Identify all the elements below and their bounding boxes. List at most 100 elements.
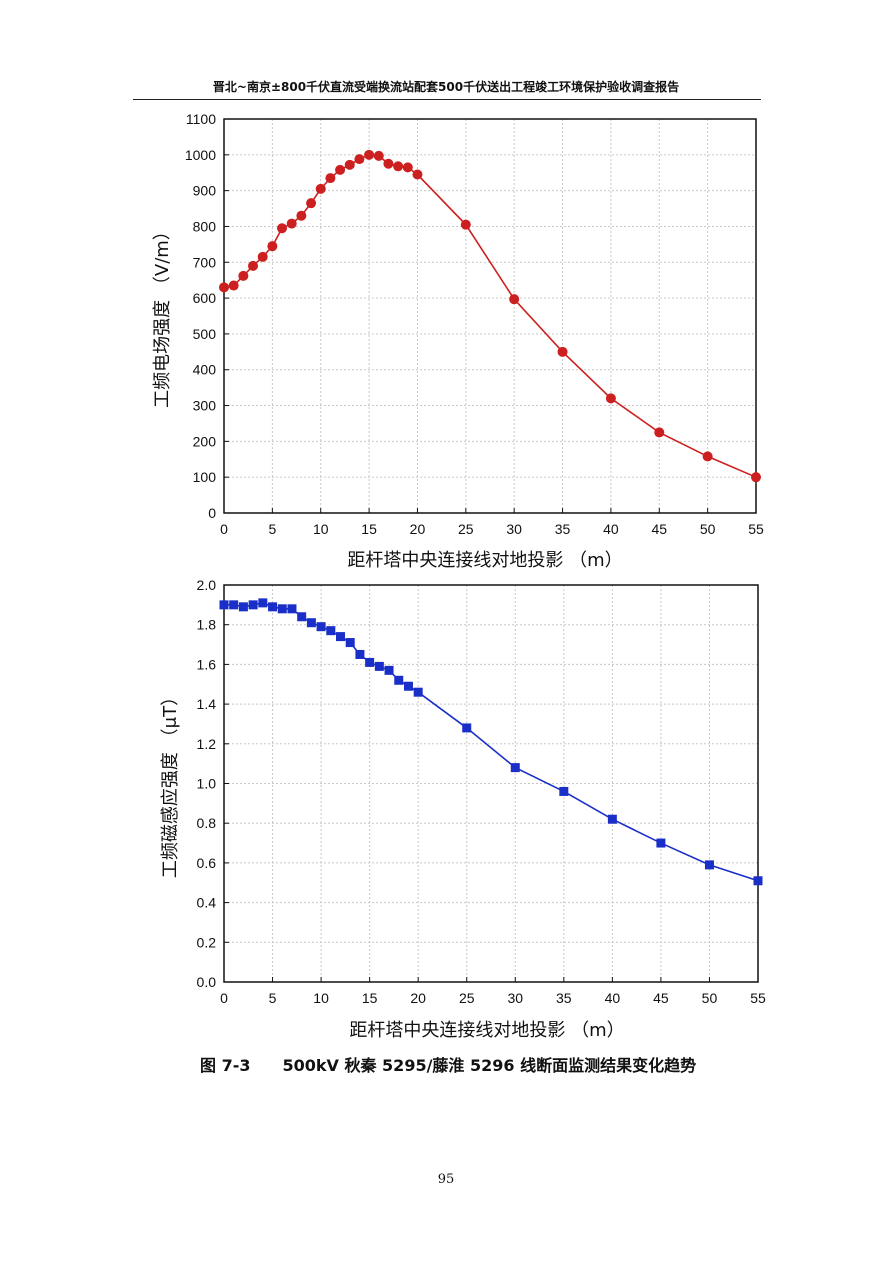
y-tick-label: 0 xyxy=(208,505,216,521)
x-axis-label: 距杆塔中央连接线对地投影 （m） xyxy=(349,1020,624,1041)
y-tick-label: 1.4 xyxy=(197,696,217,712)
x-tick-label: 0 xyxy=(220,521,228,537)
data-point xyxy=(238,602,248,612)
x-tick-label: 0 xyxy=(220,990,228,1006)
x-tick-label: 5 xyxy=(269,990,277,1006)
x-tick-label: 20 xyxy=(410,521,426,537)
data-point xyxy=(402,162,413,173)
plot-frame xyxy=(223,584,759,983)
data-point xyxy=(258,598,268,608)
header-divider xyxy=(133,99,761,100)
data-point xyxy=(286,218,297,229)
y-axis-label: 工频磁感应强度 （μT） xyxy=(160,688,181,878)
y-tick-label: 300 xyxy=(193,398,217,414)
data-point xyxy=(336,632,346,642)
data-point xyxy=(509,294,520,305)
data-point xyxy=(374,661,384,671)
data-point xyxy=(229,600,239,610)
y-tick-label: 100 xyxy=(193,469,217,485)
x-tick-label: 50 xyxy=(700,521,716,537)
y-tick-label: 200 xyxy=(193,433,217,449)
x-tick-label: 30 xyxy=(507,990,523,1006)
data-point xyxy=(335,164,346,175)
data-point xyxy=(559,786,569,796)
data-point xyxy=(412,169,423,180)
data-point xyxy=(751,472,761,483)
y-tick-label: 0.6 xyxy=(197,855,217,871)
x-tick-label: 35 xyxy=(555,521,571,537)
data-point xyxy=(656,838,666,848)
y-tick-label: 1.0 xyxy=(197,776,217,792)
data-point xyxy=(394,675,404,685)
data-point xyxy=(355,649,365,659)
data-point xyxy=(228,280,239,291)
data-point xyxy=(296,210,307,221)
y-tick-label: 800 xyxy=(193,218,217,234)
y-tick-label: 1000 xyxy=(185,147,216,163)
y-tick-label: 500 xyxy=(193,326,217,342)
data-point xyxy=(607,814,617,824)
data-point xyxy=(510,763,520,773)
x-tick-label: 50 xyxy=(702,990,718,1006)
y-tick-label: 0.4 xyxy=(197,895,217,911)
data-point xyxy=(257,251,268,262)
data-point xyxy=(238,270,249,281)
data-point xyxy=(345,638,355,648)
x-axis-label: 距杆塔中央连接线对地投影 （m） xyxy=(347,550,622,571)
figure-caption: 图 7-3 500kV 秋秦 5295/藤淮 5296 线断面监测结果变化趋势 xyxy=(200,1052,728,1076)
x-tick-label: 25 xyxy=(458,521,474,537)
data-point xyxy=(605,393,616,404)
x-tick-label: 40 xyxy=(603,521,619,537)
y-axis-label: 工频电场强度 （V/m） xyxy=(152,222,173,408)
y-tick-label: 900 xyxy=(193,183,217,199)
y-tick-label: 1100 xyxy=(186,111,216,127)
data-point xyxy=(306,618,316,628)
data-point xyxy=(344,159,355,170)
data-point xyxy=(326,626,336,636)
y-tick-label: 400 xyxy=(193,362,217,378)
data-point xyxy=(248,600,258,610)
figure-number: 图 7-3 xyxy=(200,1056,251,1075)
figure-caption-text: 500kV 秋秦 5295/藤淮 5296 线断面监测结果变化趋势 xyxy=(282,1056,697,1075)
data-point xyxy=(403,681,413,691)
data-point xyxy=(267,241,278,252)
data-point xyxy=(383,158,394,169)
data-point xyxy=(354,154,365,165)
y-tick-label: 0.8 xyxy=(197,815,217,831)
x-tick-label: 45 xyxy=(653,990,669,1006)
data-point xyxy=(297,612,307,622)
y-tick-label: 0.0 xyxy=(197,974,217,990)
x-tick-label: 10 xyxy=(313,990,329,1006)
series-line xyxy=(223,153,757,478)
data-point xyxy=(702,451,713,462)
x-tick-label: 5 xyxy=(268,521,276,537)
data-point xyxy=(277,604,287,614)
x-tick-label: 45 xyxy=(651,521,667,537)
data-point xyxy=(413,687,423,697)
data-point xyxy=(287,604,297,614)
data-point xyxy=(316,622,326,632)
data-point xyxy=(219,282,229,293)
data-point xyxy=(460,219,471,230)
y-tick-label: 700 xyxy=(193,254,217,270)
y-tick-label: 1.6 xyxy=(197,656,217,672)
data-point xyxy=(277,223,288,234)
x-tick-label: 15 xyxy=(362,990,378,1006)
x-tick-label: 20 xyxy=(410,990,426,1006)
x-tick-label: 25 xyxy=(459,990,475,1006)
data-point xyxy=(462,723,472,733)
data-point xyxy=(393,161,404,172)
y-tick-label: 0.2 xyxy=(197,934,217,950)
y-tick-label: 1.2 xyxy=(197,736,217,752)
y-tick-label: 2.0 xyxy=(197,577,217,593)
x-tick-label: 40 xyxy=(605,990,621,1006)
data-point xyxy=(219,600,229,610)
page-number: 95 xyxy=(437,1172,455,1187)
series-line xyxy=(224,602,759,882)
data-point xyxy=(364,149,375,160)
report-header-title: 晋北~南京±800千伏直流受端换流站配套500千伏送出工程竣工环境保护验收调查报… xyxy=(212,80,680,94)
y-tick-label: 1.8 xyxy=(197,617,217,633)
data-point xyxy=(315,183,326,194)
x-tick-label: 55 xyxy=(748,521,764,537)
data-point xyxy=(704,860,714,870)
